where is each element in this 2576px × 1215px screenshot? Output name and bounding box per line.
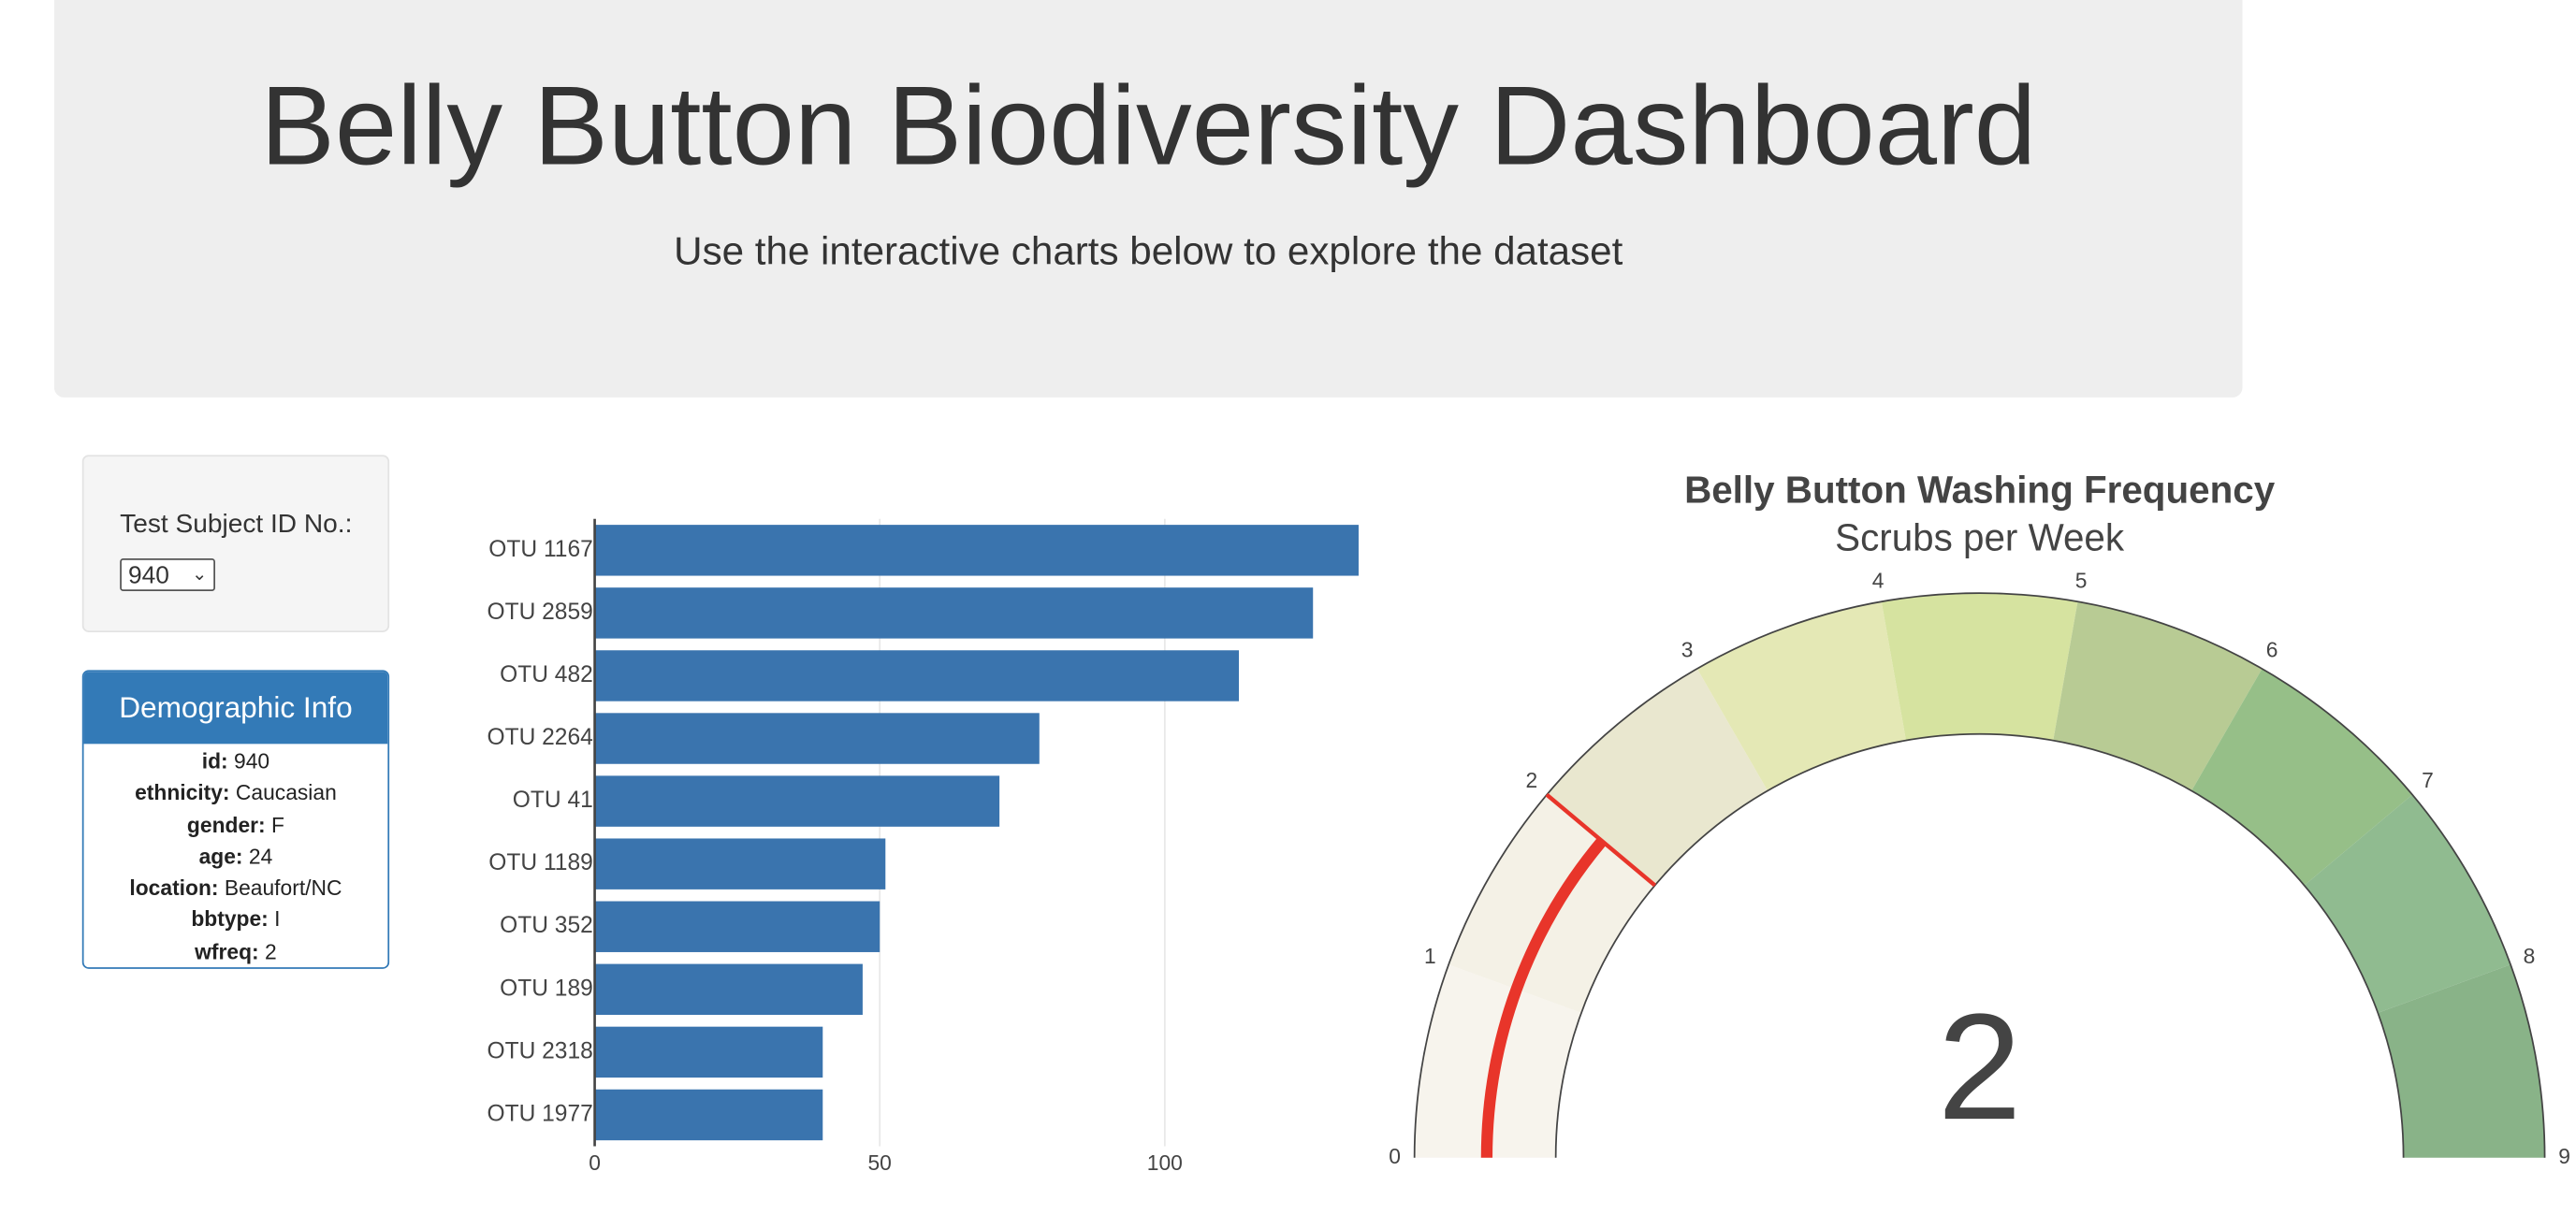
dropdown-arrow[interactable]: ⌄: [192, 564, 208, 586]
y-tick-label: OTU 2264: [487, 725, 592, 750]
bar: [594, 775, 1000, 827]
y-tick-label: OTU 41: [513, 788, 593, 813]
gauge-tick-label: 3: [1681, 638, 1694, 662]
gauge-step: [2378, 964, 2545, 1158]
demographic-row: ethnicity: Caucasian: [84, 777, 388, 809]
gauge-step: [2191, 668, 2413, 886]
gauge-tick-label: 5: [2075, 568, 2088, 592]
y-tick-label: OTU 1167: [488, 537, 593, 562]
dropdown-value[interactable]: 940: [127, 561, 169, 590]
y-tick-label: OTU 2318: [487, 1038, 592, 1063]
demographic-row: gender: F: [84, 809, 388, 841]
row-value: 24: [248, 844, 273, 869]
row-label: gender:: [186, 812, 266, 837]
row-label: ethnicity:: [135, 780, 230, 805]
gauge-tick-label: 6: [2266, 638, 2278, 662]
gauge-tick-label: 2: [1525, 768, 1537, 792]
bar: [594, 838, 886, 890]
gauge-step: [1546, 668, 1768, 886]
gauge-tick-label: 7: [2422, 768, 2434, 792]
panel-heading: Demographic Info: [83, 672, 388, 745]
row-value: 2: [264, 938, 277, 964]
y-tick-label: OTU 482: [500, 662, 593, 687]
row-label: location:: [129, 875, 219, 901]
demographic-row: bbtype: I: [84, 904, 388, 935]
row-value: I: [274, 906, 281, 933]
gauge-tick-label: 9: [2558, 1144, 2570, 1168]
gauge-tick-label: 4: [1872, 568, 1885, 592]
row-value: F: [270, 812, 284, 837]
demographic-row: location: Beaufort/NC: [84, 873, 388, 904]
y-tick-label: OTU 189: [500, 976, 593, 1001]
y-tick-label: OTU 1189: [488, 850, 593, 875]
bar: [594, 713, 1040, 764]
gauge-step: [2304, 794, 2511, 1013]
demographic-row: wfreq: 2: [84, 935, 388, 967]
x-tick-label: 0: [589, 1150, 601, 1175]
gauge-tick-label: 0: [1389, 1144, 1401, 1168]
demographic-row: id: 940: [84, 745, 388, 777]
gauge-tick-label: 8: [2524, 944, 2536, 968]
row-label: wfreq:: [195, 938, 259, 964]
gauge-step: [2053, 600, 2263, 791]
y-tick-label: OTU 1977: [487, 1101, 592, 1126]
gauge-step: [1881, 592, 2078, 741]
gauge-title: Belly Button Washing Frequency: [1684, 468, 2276, 511]
row-value: Caucasian: [235, 780, 337, 805]
dropdown[interactable]: 940 ⌄: [120, 557, 215, 592]
row-label: bbtype:: [191, 906, 269, 933]
title: Belly Button Biodiversity Dashboard: [260, 64, 2037, 189]
gauge-threshold: [1545, 792, 1657, 888]
x-tick-label: 100: [1147, 1150, 1183, 1175]
row-value: Beaufort/NC: [224, 875, 342, 901]
subtitle: Use the interactive charts below to expl…: [674, 229, 1623, 275]
bar: [594, 963, 863, 1016]
row-label: age:: [198, 844, 243, 869]
gauge-value: 2: [1938, 983, 2022, 1151]
x-tick-label: 50: [868, 1150, 892, 1175]
gauge-step: [1696, 600, 1906, 791]
gauge-tick-label: 1: [1424, 944, 1436, 968]
y-tick-label: OTU 2859: [487, 600, 592, 625]
row-value: 940: [234, 748, 270, 774]
gauge-subtitle: Scrubs per Week: [1835, 515, 2125, 558]
row-label: id:: [201, 748, 228, 774]
gauge-bar: [1480, 837, 1607, 1158]
bar: [594, 650, 1240, 702]
bar: [594, 1089, 823, 1141]
bar: [594, 587, 1314, 639]
demographic-panel: Demographic Info id: 940 ethnicity: Cauca…: [81, 670, 390, 969]
header: Belly Button Biodiversity Dashboard Use …: [53, 0, 2243, 398]
selector-label: Test Subject ID No.:: [120, 511, 353, 539]
y-tick-label: OTU 352: [500, 913, 593, 938]
bar: [594, 525, 1359, 576]
demographic-row: age: 24: [84, 841, 388, 873]
bar: [594, 901, 880, 952]
selector-panel: Test Subject ID No.: 940 ⌄: [81, 455, 390, 632]
gauge-outline: [1413, 592, 2546, 1158]
bar: [594, 1026, 823, 1078]
